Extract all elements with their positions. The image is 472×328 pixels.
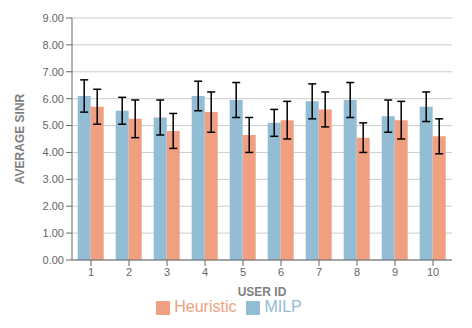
svg-text:2.00: 2.00 [43,200,64,212]
svg-text:4: 4 [202,266,208,278]
svg-text:3.00: 3.00 [43,173,64,185]
html-text:Heuristic: Heuristic [174,298,237,315]
svg-text:10: 10 [427,266,439,278]
svg-text:5: 5 [240,266,246,278]
svg-text:AVERAGE SINR: AVERAGE SINR [13,93,27,184]
svg-text:9: 9 [392,266,398,278]
svg-text:0.00: 0.00 [43,254,64,266]
svg-text:6: 6 [278,266,284,278]
svg-text:3: 3 [164,266,170,278]
svg-text:6.00: 6.00 [43,93,64,105]
svg-text:9.00: 9.00 [43,12,64,24]
svg-text:8.00: 8.00 [43,39,64,51]
svg-text:USER ID: USER ID [238,285,287,299]
svg-text:1: 1 [88,266,94,278]
svg-text:7: 7 [316,266,322,278]
svg-text:1.00: 1.00 [43,227,64,239]
svg-text:4.00: 4.00 [43,146,64,158]
html-text:MILP: MILP [264,298,302,315]
svg-text:5.00: 5.00 [43,119,64,131]
svg-text:2: 2 [126,266,132,278]
svg-text:8: 8 [354,266,360,278]
svg-text:7.00: 7.00 [43,66,64,78]
